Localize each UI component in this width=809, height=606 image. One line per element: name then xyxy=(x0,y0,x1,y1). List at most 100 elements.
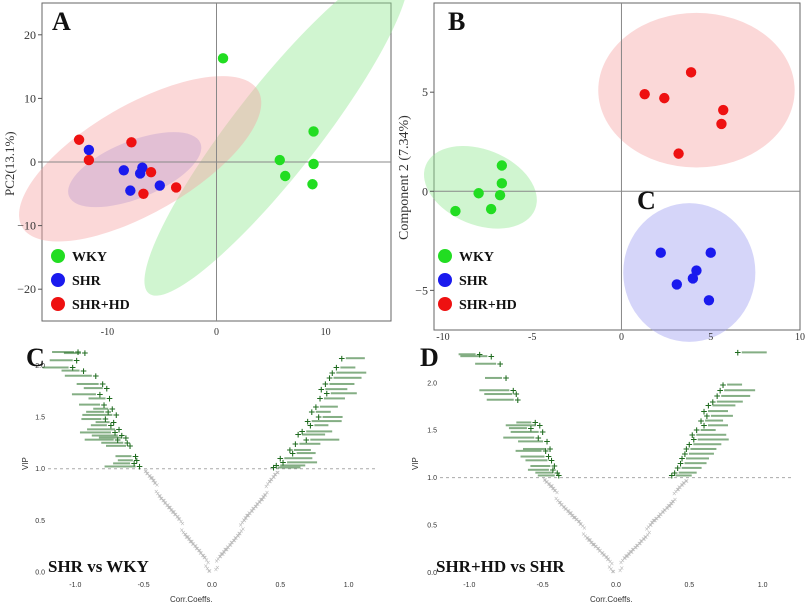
panel-d-significant-feature: + xyxy=(700,407,708,417)
panel-c-significant-feature: + xyxy=(69,364,77,374)
panel-a-xtick-label: 0 xyxy=(214,327,219,338)
panel-c-feature-marker: × xyxy=(151,478,156,485)
panel-c-feature-marker: × xyxy=(158,493,163,500)
panel-d-feature-marker: × xyxy=(672,491,677,498)
panel-d-significant-feature: + xyxy=(545,453,553,463)
panel-d-feature-label-mark xyxy=(700,429,716,432)
panel-d-significant-feature: + xyxy=(536,421,544,431)
panel-c-feature-marker: × xyxy=(206,568,211,575)
panel-d-feature-label-mark xyxy=(535,471,554,474)
panel-d-feature-marker: × xyxy=(647,530,652,537)
panel-a-ellipse-shr xyxy=(68,132,202,208)
panel-d-feature-label-mark xyxy=(693,443,722,446)
panel-c-feature-label-mark xyxy=(280,464,306,467)
panel-d-feature-marker: × xyxy=(597,548,602,555)
panel-d-feature-marker: × xyxy=(658,511,663,518)
panel-c-significant-feature: + xyxy=(289,449,297,459)
panel-c-feature-marker: × xyxy=(194,545,199,552)
panel-c-significant-feature: + xyxy=(294,431,302,441)
panel-c-feature-label-mark xyxy=(336,371,367,374)
panel-d-feature-marker: × xyxy=(588,537,593,544)
panel-d-feature-marker: × xyxy=(677,484,682,491)
panel-c-significant-feature: + xyxy=(326,374,334,384)
panel-d-feature-label-mark xyxy=(727,383,743,386)
panel-c-significant-feature: + xyxy=(133,456,141,466)
panel-d-feature-marker: × xyxy=(571,514,576,521)
panel-c-feature-label-mark xyxy=(63,352,81,355)
panel-c-significant-feature: + xyxy=(323,389,331,399)
panel-d-significant-feature: + xyxy=(502,374,510,384)
panel-d-feature-marker: × xyxy=(663,507,668,514)
panel-c-feature-label-mark xyxy=(91,434,118,437)
panel-c-plot-area: 0.00.51.01.52.0-1.0 -0.5 0.0 0.5 1.0××××××××… xyxy=(35,348,376,589)
panel-c-feature-marker: × xyxy=(269,476,274,483)
panel-c-feature-marker: × xyxy=(173,511,178,518)
panel-b-xtick-label: 0 xyxy=(619,332,624,343)
panel-b-legend-label-shr: SHR xyxy=(459,274,489,289)
panel-c-significant-feature: + xyxy=(316,395,324,405)
panel-c-feature-marker: × xyxy=(244,513,249,520)
panel-a-point-wky xyxy=(307,179,318,190)
panel-c-feature-marker: × xyxy=(152,480,157,487)
panel-b-legend-label-wky: WKY xyxy=(459,250,494,265)
panel-b-point-wky xyxy=(450,205,461,217)
panel-c-feature-marker: × xyxy=(204,557,209,564)
panel-d-feature-marker: × xyxy=(605,556,610,563)
panel-c-significant-feature: + xyxy=(114,436,122,446)
panel-c-feature-marker: × xyxy=(188,539,193,546)
panel-d-feature-label-mark xyxy=(716,400,743,403)
panel-c-feature-label-mark xyxy=(333,376,362,379)
panel-c-feature-label-mark xyxy=(329,382,355,385)
panel-d-feature-marker: × xyxy=(564,506,569,513)
panel-a-ellipse-shrhd xyxy=(19,76,262,242)
panel-c-feature-label-mark xyxy=(299,442,321,445)
panel-c-feature-marker: × xyxy=(261,494,266,501)
panel-d-significant-feature: + xyxy=(551,462,559,472)
panel-c-significant-feature: + xyxy=(315,413,323,423)
panel-d-ytick-label: 1.0 xyxy=(427,475,437,482)
panel-d-feature-marker: × xyxy=(610,568,615,575)
panel-d-feature-marker: × xyxy=(607,564,612,571)
panel-c-feature-marker: × xyxy=(182,532,187,539)
panel-b-point-wky xyxy=(485,203,497,215)
panel-d-feature-marker: × xyxy=(654,516,659,523)
panel-c-feature-marker: × xyxy=(237,530,242,537)
panel-a-plot-area: −20 −10 0 10 20 -10 0 10 xyxy=(17,0,409,338)
panel-c-feature-marker: × xyxy=(254,501,259,508)
panel-c-significant-feature: + xyxy=(307,421,315,431)
panel-a-ylabel: PC2(13.1%) xyxy=(2,131,17,196)
panel-c-xtick-label: 0.0 xyxy=(207,582,217,589)
panel-c-feature-marker: × xyxy=(233,535,238,542)
panel-c-feature-label-mark xyxy=(113,462,131,465)
panel-d-feature-marker: × xyxy=(549,483,554,490)
panel-c-feature-marker: × xyxy=(151,477,156,484)
panel-c-significant-feature: + xyxy=(123,439,131,449)
panel-c-feature-label-mark xyxy=(86,410,105,413)
panel-d-significant-feature: + xyxy=(700,421,708,431)
panel-c-ylabel: VIP xyxy=(21,457,30,470)
panel-d-significant-feature: + xyxy=(716,386,724,396)
panel-c-feature-marker: × xyxy=(272,472,277,479)
panel-c-feature-marker: × xyxy=(175,514,180,521)
panel-b-legend-label-shrhd: SHR+HD xyxy=(459,298,517,313)
panel-c-feature-marker: × xyxy=(207,568,212,575)
panel-b-point-wky xyxy=(473,188,484,199)
panel-d-feature-label-mark xyxy=(510,430,539,433)
panel-d-feature-marker: × xyxy=(542,477,547,484)
panel-c-feature-marker: × xyxy=(249,508,254,515)
panel-c-feature-marker: × xyxy=(179,527,184,534)
panel-d-feature-marker: × xyxy=(574,517,579,524)
panel-c-feature-marker: × xyxy=(161,498,166,505)
panel-c-ytick-label: 1.5 xyxy=(35,415,45,422)
panel-d-significant-feature: + xyxy=(709,398,717,408)
panel-d-feature-marker: × xyxy=(671,499,676,506)
panel-c-feature-marker: × xyxy=(264,483,269,490)
panel-c-feature-marker: × xyxy=(196,548,201,555)
panel-d-significant-feature: + xyxy=(546,445,554,455)
panel-d-feature-marker: × xyxy=(549,483,554,490)
panel-c-feature-marker: × xyxy=(187,536,192,543)
panel-d-feature-marker: × xyxy=(649,520,654,527)
panel-c-feature-marker: × xyxy=(176,516,181,523)
panel-c-feature-label-mark xyxy=(330,392,357,395)
panel-c-feature-label-mark xyxy=(106,444,126,447)
